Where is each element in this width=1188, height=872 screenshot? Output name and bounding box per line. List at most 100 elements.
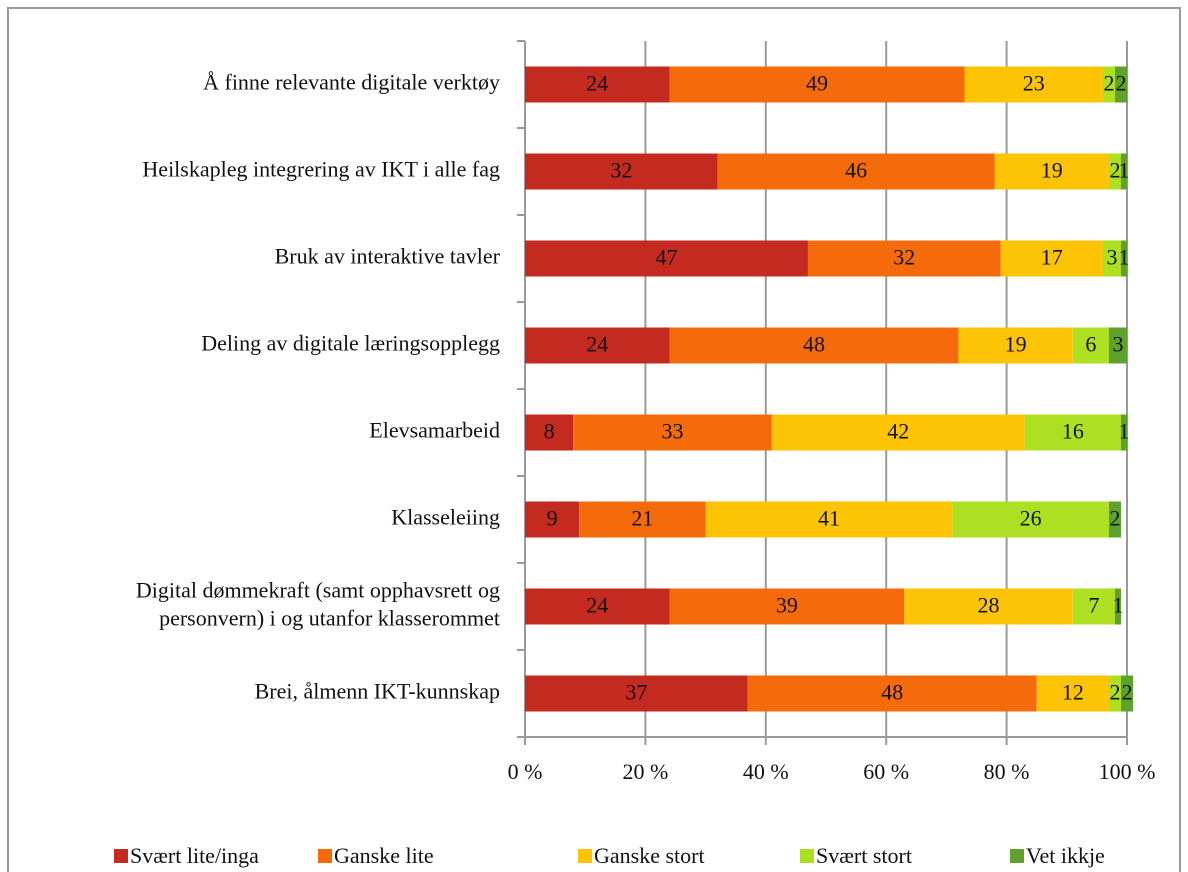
bar-segment bbox=[964, 66, 1103, 103]
bar-segment bbox=[705, 501, 953, 538]
data-label: 41 bbox=[818, 506, 840, 531]
bar-segment bbox=[1000, 240, 1103, 277]
data-label: 8 bbox=[544, 419, 555, 444]
x-tick-label: 60 % bbox=[863, 759, 909, 784]
data-label: 46 bbox=[845, 158, 867, 183]
data-label: 9 bbox=[547, 506, 558, 531]
data-label: 2 bbox=[1109, 680, 1120, 705]
legend-swatch bbox=[318, 849, 332, 863]
y-tick-label: Klasseleiing bbox=[391, 505, 500, 530]
data-label: 1 bbox=[1118, 158, 1129, 183]
legend-label: Ganske stort bbox=[594, 843, 705, 868]
bar-segment bbox=[1102, 66, 1115, 103]
data-label: 2 bbox=[1115, 71, 1126, 96]
data-label: 33 bbox=[661, 419, 683, 444]
bar-segment bbox=[1120, 675, 1134, 712]
data-label: 12 bbox=[1062, 680, 1084, 705]
legend-label: Svært stort bbox=[816, 843, 912, 868]
data-label: 3 bbox=[1112, 332, 1123, 357]
bar-segment bbox=[1108, 153, 1121, 190]
data-label: 32 bbox=[610, 158, 632, 183]
bar-segment bbox=[1108, 675, 1121, 712]
bar-segment bbox=[525, 414, 574, 451]
data-label: 2 bbox=[1109, 158, 1120, 183]
bar-segment bbox=[525, 66, 670, 103]
data-label: 16 bbox=[1062, 419, 1084, 444]
data-label: 1 bbox=[1118, 245, 1129, 270]
bar-segment bbox=[525, 588, 670, 625]
x-tick-label: 100 % bbox=[1099, 759, 1156, 784]
legend-label: Svært lite/inga bbox=[130, 843, 259, 868]
bar-segment bbox=[525, 240, 808, 277]
data-label: 2 bbox=[1109, 506, 1120, 531]
bar-segment bbox=[573, 414, 772, 451]
bar-segment bbox=[1114, 588, 1121, 625]
bar-segment bbox=[1114, 66, 1127, 103]
y-tick-label: Deling av digitale læringsopplegg bbox=[201, 331, 500, 356]
y-tick-label: Elevsamarbeid bbox=[369, 418, 500, 443]
data-label: 24 bbox=[586, 71, 608, 96]
bar-segment bbox=[669, 327, 959, 364]
data-label: 7 bbox=[1088, 593, 1099, 618]
bar-segment bbox=[771, 414, 1025, 451]
legend-swatch bbox=[800, 849, 814, 863]
data-label: 17 bbox=[1041, 245, 1063, 270]
bar-segment bbox=[1072, 327, 1109, 364]
bar-segment bbox=[994, 153, 1109, 190]
bar-segment bbox=[1102, 240, 1121, 277]
bar-segment bbox=[904, 588, 1073, 625]
data-label: 48 bbox=[881, 680, 903, 705]
y-tick-label: Heilskapleg integrering av IKT i alle fa… bbox=[142, 157, 500, 182]
data-label: 37 bbox=[625, 680, 647, 705]
bar-segment bbox=[1108, 327, 1127, 364]
data-label: 47 bbox=[655, 245, 677, 270]
x-tick-label: 0 % bbox=[508, 759, 543, 784]
data-label: 23 bbox=[1023, 71, 1045, 96]
legend-swatch bbox=[114, 849, 128, 863]
data-label: 3 bbox=[1106, 245, 1117, 270]
data-label: 28 bbox=[978, 593, 1000, 618]
legend-swatch bbox=[578, 849, 592, 863]
bar-segment bbox=[525, 327, 670, 364]
y-tick-label: Brei, ålmenn IKT-kunnskap bbox=[255, 679, 500, 704]
x-tick-label: 20 % bbox=[622, 759, 668, 784]
data-label: 1 bbox=[1118, 419, 1129, 444]
bar-segment bbox=[1120, 240, 1127, 277]
bar-segment bbox=[1024, 414, 1121, 451]
bar-segment bbox=[525, 153, 718, 190]
bar-segment bbox=[747, 675, 1037, 712]
bar-segment bbox=[1036, 675, 1109, 712]
y-tick-label: Bruk av interaktive tavler bbox=[275, 244, 501, 269]
data-label: 19 bbox=[1005, 332, 1027, 357]
bar-segment bbox=[1072, 588, 1115, 625]
data-label: 2 bbox=[1103, 71, 1114, 96]
data-label: 48 bbox=[803, 332, 825, 357]
data-label: 39 bbox=[776, 593, 798, 618]
bar-segment bbox=[958, 327, 1073, 364]
bar-segment bbox=[669, 66, 965, 103]
data-label: 26 bbox=[1020, 506, 1042, 531]
data-label: 24 bbox=[586, 332, 608, 357]
data-label: 2 bbox=[1122, 680, 1133, 705]
legend-label: Vet ikkje bbox=[1026, 843, 1105, 868]
bar-segment bbox=[717, 153, 995, 190]
x-tick-label: 40 % bbox=[743, 759, 789, 784]
bar-segment bbox=[952, 501, 1109, 538]
bar-segment bbox=[1108, 501, 1121, 538]
data-label: 49 bbox=[806, 71, 828, 96]
data-label: 6 bbox=[1085, 332, 1096, 357]
data-label: 42 bbox=[887, 419, 909, 444]
data-label: 1 bbox=[1112, 593, 1123, 618]
bar-segment bbox=[525, 501, 580, 538]
bar-segment bbox=[669, 588, 905, 625]
y-tick-label: Å finne relevante digitale verktøy bbox=[203, 70, 500, 95]
y-tick-label: Digital dømmekraft (samt opphavsrett og p… bbox=[136, 578, 500, 631]
data-label: 24 bbox=[586, 593, 608, 618]
legend-swatch bbox=[1010, 849, 1024, 863]
legend-label: Ganske lite bbox=[334, 843, 434, 868]
bar-segment bbox=[579, 501, 706, 538]
bar-segment bbox=[1120, 153, 1127, 190]
x-tick-label: 80 % bbox=[984, 759, 1030, 784]
data-label: 32 bbox=[893, 245, 915, 270]
